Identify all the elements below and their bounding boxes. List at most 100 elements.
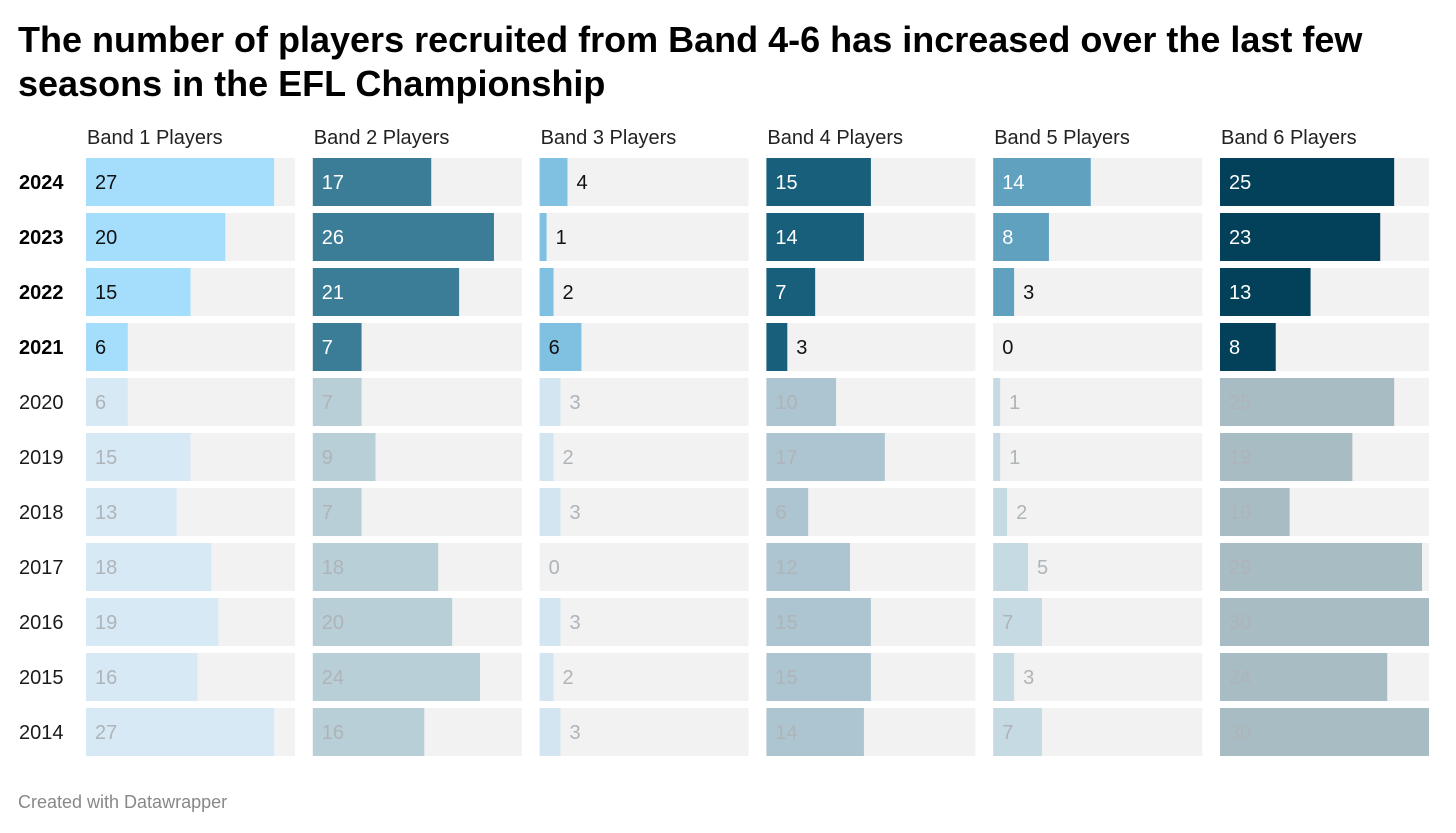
bar bbox=[312, 433, 376, 481]
bar bbox=[993, 268, 1015, 316]
value-label: 12 bbox=[775, 557, 797, 579]
bar bbox=[993, 213, 1049, 261]
bar bbox=[86, 213, 226, 261]
bar bbox=[312, 543, 439, 591]
bar bbox=[766, 213, 864, 261]
bar bbox=[539, 488, 561, 536]
value-label: 3 bbox=[570, 502, 581, 524]
value-label: 21 bbox=[322, 282, 344, 304]
bar-track bbox=[539, 158, 749, 206]
bar bbox=[539, 268, 554, 316]
value-label: 16 bbox=[95, 667, 117, 689]
value-label: 20 bbox=[95, 227, 117, 249]
bar bbox=[312, 158, 432, 206]
bar bbox=[86, 433, 191, 481]
bar bbox=[993, 543, 1029, 591]
bar-track bbox=[993, 323, 1203, 371]
value-label: 15 bbox=[775, 667, 797, 689]
bar bbox=[993, 708, 1042, 756]
year-label: 2024 bbox=[19, 172, 64, 194]
bar bbox=[993, 488, 1008, 536]
value-label: 3 bbox=[796, 337, 807, 359]
bar bbox=[86, 378, 128, 426]
bar-track bbox=[539, 378, 749, 426]
value-label: 7 bbox=[775, 282, 786, 304]
value-label: 14 bbox=[1002, 172, 1024, 194]
value-label: 2 bbox=[563, 447, 574, 469]
bar bbox=[1220, 268, 1311, 316]
value-label: 26 bbox=[322, 227, 344, 249]
value-label: 25 bbox=[1229, 172, 1251, 194]
bar bbox=[312, 708, 425, 756]
value-label: 6 bbox=[95, 392, 106, 414]
value-label: 1 bbox=[556, 227, 567, 249]
value-label: 30 bbox=[1229, 722, 1251, 744]
year-label: 2022 bbox=[19, 282, 64, 304]
bar-track bbox=[993, 433, 1203, 481]
value-label: 7 bbox=[322, 337, 333, 359]
value-label: 13 bbox=[1229, 282, 1251, 304]
year-label: 2016 bbox=[19, 612, 64, 634]
bar bbox=[993, 653, 1015, 701]
value-label: 15 bbox=[95, 282, 117, 304]
value-label: 0 bbox=[549, 557, 560, 579]
value-label: 27 bbox=[95, 172, 117, 194]
bar bbox=[539, 378, 561, 426]
value-label: 10 bbox=[775, 392, 797, 414]
value-label: 24 bbox=[322, 667, 344, 689]
bar bbox=[766, 708, 864, 756]
bar bbox=[86, 653, 198, 701]
value-label: 7 bbox=[1002, 612, 1013, 634]
bar bbox=[312, 213, 494, 261]
value-label: 7 bbox=[322, 502, 333, 524]
bar bbox=[1220, 543, 1423, 591]
bar bbox=[766, 653, 871, 701]
bar bbox=[86, 488, 177, 536]
column-header: Band 4 Players bbox=[767, 127, 903, 149]
value-label: 6 bbox=[95, 337, 106, 359]
bar bbox=[993, 378, 1001, 426]
bar bbox=[766, 488, 809, 536]
bar bbox=[312, 323, 362, 371]
value-label: 3 bbox=[570, 612, 581, 634]
bar-track bbox=[766, 323, 976, 371]
bar-track bbox=[993, 653, 1203, 701]
bar bbox=[539, 213, 547, 261]
year-label: 2018 bbox=[19, 502, 64, 524]
chart-title: The number of players recruited from Ban… bbox=[18, 19, 1363, 104]
value-label: 30 bbox=[1229, 612, 1251, 634]
column-header: Band 6 Players bbox=[1221, 127, 1357, 149]
credit-line: Created with Datawrapper bbox=[18, 792, 228, 812]
bar bbox=[1220, 598, 1429, 646]
bar-track bbox=[993, 268, 1203, 316]
bar bbox=[86, 158, 275, 206]
value-label: 23 bbox=[1229, 227, 1251, 249]
bar bbox=[766, 158, 871, 206]
value-label: 2 bbox=[563, 667, 574, 689]
value-label: 19 bbox=[95, 612, 117, 634]
bar-track bbox=[539, 268, 749, 316]
value-label: 29 bbox=[1229, 557, 1251, 579]
bar-track bbox=[539, 653, 749, 701]
value-label: 17 bbox=[775, 447, 797, 469]
bar bbox=[766, 433, 885, 481]
value-label: 19 bbox=[1229, 447, 1251, 469]
value-label: 13 bbox=[95, 502, 117, 524]
column-header: Band 2 Players bbox=[314, 127, 450, 149]
value-label: 2 bbox=[563, 282, 574, 304]
bar bbox=[993, 598, 1042, 646]
bar bbox=[539, 158, 568, 206]
bar bbox=[86, 598, 219, 646]
value-label: 5 bbox=[1037, 557, 1048, 579]
value-label: 7 bbox=[322, 392, 333, 414]
bar-track bbox=[539, 488, 749, 536]
bar-track bbox=[539, 543, 749, 591]
bar bbox=[86, 268, 191, 316]
bar bbox=[539, 598, 561, 646]
year-label: 2021 bbox=[19, 337, 64, 359]
value-label: 14 bbox=[775, 722, 797, 744]
value-label: 3 bbox=[1023, 667, 1034, 689]
bar bbox=[766, 543, 850, 591]
value-label: 16 bbox=[322, 722, 344, 744]
bar bbox=[1220, 378, 1395, 426]
